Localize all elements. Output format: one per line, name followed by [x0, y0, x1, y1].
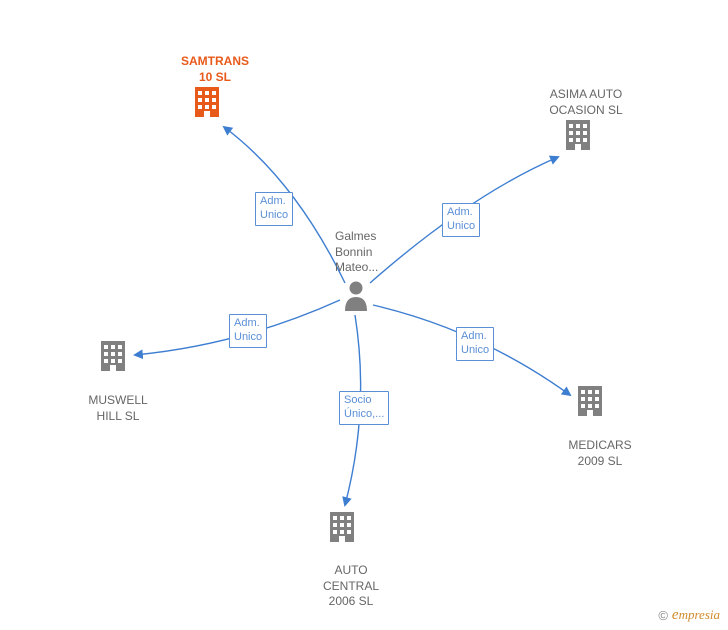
building-icon-autocentral[interactable]	[327, 510, 357, 544]
node-label-medicars: MEDICARS 2009 SL	[555, 438, 645, 469]
watermark: © empresia	[658, 607, 720, 624]
building-icon-medicars[interactable]	[575, 384, 605, 418]
edge-label-autocentral[interactable]: Socio Único,...	[339, 391, 389, 425]
edge-label-asima[interactable]: Adm. Unico	[442, 203, 480, 237]
edge-label-muswell[interactable]: Adm. Unico	[229, 314, 267, 348]
building-icon-asima[interactable]	[563, 118, 593, 152]
person-icon[interactable]	[341, 279, 371, 311]
edge-label-medicars[interactable]: Adm. Unico	[456, 327, 494, 361]
edge-label-samtrans[interactable]: Adm. Unico	[255, 192, 293, 226]
building-icon-muswell[interactable]	[98, 339, 128, 373]
copyright-symbol: ©	[658, 608, 668, 623]
node-label-autocentral: AUTO CENTRAL 2006 SL	[306, 563, 396, 610]
center-label: Galmes Bonnin Mateo...	[335, 229, 378, 276]
building-icon-samtrans[interactable]	[192, 85, 222, 119]
node-label-samtrans: SAMTRANS 10 SL	[170, 54, 260, 85]
node-label-asima: ASIMA AUTO OCASION SL	[536, 87, 636, 118]
brand-name: empresia	[672, 607, 720, 624]
node-label-muswell: MUSWELL HILL SL	[73, 393, 163, 424]
